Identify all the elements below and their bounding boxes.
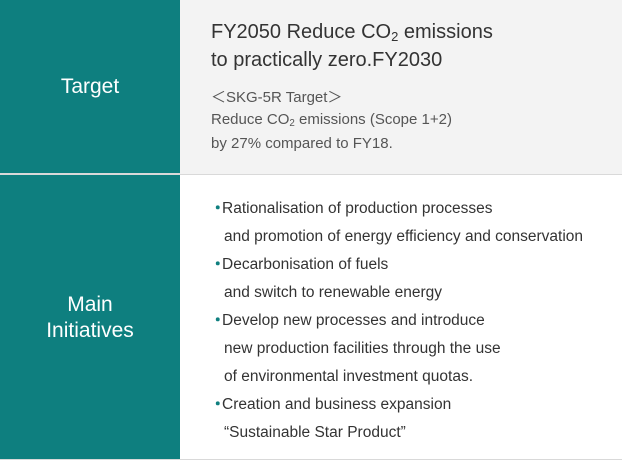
- sub-line-3: by 27% compared to FY18.: [211, 135, 393, 152]
- target-headline: FY2050 Reduce CO2 emissions to practical…: [211, 19, 622, 73]
- list-item-line: ・Creation and business expansion: [210, 391, 622, 419]
- list-item: ・Decarbonisation of fuels and switch to …: [210, 251, 622, 307]
- target-header: Target: [0, 0, 180, 174]
- target-subtext: ＜SKG-5R Target＞ Reduce CO2 emissions (Sc…: [211, 87, 622, 155]
- list-item-line: “Sustainable Star Product”: [224, 424, 406, 441]
- bullet-icon: ・: [210, 312, 226, 329]
- headline-line-1: FY2050 Reduce CO2 emissions: [211, 21, 493, 44]
- target-row: Target FY2050 Reduce CO2 emissions to pr…: [0, 0, 622, 174]
- list-item: ・Rationalisation of production processes…: [210, 195, 622, 251]
- initiatives-list: ・Rationalisation of production processes…: [210, 195, 622, 447]
- bullet-icon: ・: [210, 396, 226, 413]
- target-header-label: Target: [60, 74, 120, 98]
- list-item-line: ・Rationalisation of production processes: [210, 195, 622, 223]
- row-divider: [0, 174, 622, 175]
- list-item: ・Creation and business expansion “Sustai…: [210, 391, 622, 447]
- list-item-line: ・Develop new processes and introduce: [210, 307, 622, 335]
- list-item: ・Develop new processes and introduce new…: [210, 307, 622, 391]
- bullet-icon: ・: [210, 256, 226, 273]
- sub-line-2: Reduce CO2 emissions (Scope 1+2): [211, 111, 452, 129]
- bullet-icon: ・: [210, 200, 226, 217]
- initiatives-content: ・Rationalisation of production processes…: [180, 175, 622, 460]
- target-content: FY2050 Reduce CO2 emissions to practical…: [180, 0, 622, 174]
- list-item-line: new production facilities through the us…: [224, 340, 501, 357]
- initiatives-row: Main Initiatives ・Rationalisation of pro…: [0, 175, 622, 460]
- initiatives-header-line-2: Initiatives: [46, 318, 134, 342]
- sub-line-1: ＜SKG-5R Target＞: [211, 89, 343, 106]
- list-item-line: ・Decarbonisation of fuels: [210, 251, 622, 279]
- list-item-line: and promotion of energy efficiency and c…: [224, 228, 584, 245]
- list-item-line: of environmental investment quotas.: [224, 368, 473, 385]
- list-item-line: and switch to renewable energy: [224, 284, 442, 301]
- headline-line-2: to practically zero.FY2030: [211, 49, 443, 71]
- initiatives-header-line-1: Main: [67, 292, 113, 316]
- initiatives-header: Main Initiatives: [0, 175, 180, 460]
